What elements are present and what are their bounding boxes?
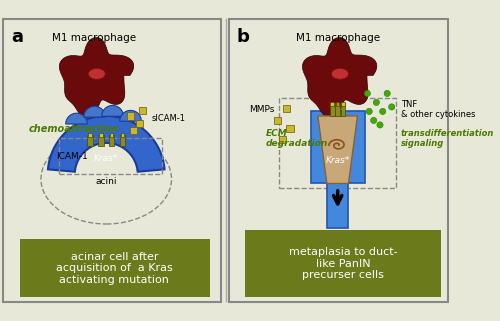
FancyBboxPatch shape <box>336 101 340 106</box>
FancyBboxPatch shape <box>341 103 345 116</box>
FancyBboxPatch shape <box>99 133 102 137</box>
PathPatch shape <box>48 116 164 172</box>
FancyBboxPatch shape <box>98 135 103 146</box>
Text: a: a <box>11 28 23 46</box>
Wedge shape <box>66 113 88 124</box>
Text: chemoattraction: chemoattraction <box>29 125 120 134</box>
Ellipse shape <box>88 68 106 79</box>
FancyBboxPatch shape <box>286 125 294 132</box>
FancyBboxPatch shape <box>282 105 290 112</box>
Circle shape <box>388 104 395 110</box>
FancyBboxPatch shape <box>138 107 146 114</box>
FancyBboxPatch shape <box>279 136 286 143</box>
Circle shape <box>366 108 372 115</box>
PathPatch shape <box>310 111 364 229</box>
FancyBboxPatch shape <box>109 135 114 146</box>
Text: acini: acini <box>96 177 117 186</box>
FancyBboxPatch shape <box>330 101 334 106</box>
FancyBboxPatch shape <box>228 19 448 302</box>
Text: ECM
degradation: ECM degradation <box>266 129 328 148</box>
Circle shape <box>364 90 370 97</box>
PathPatch shape <box>318 116 358 184</box>
Circle shape <box>384 90 390 97</box>
Text: transdifferentiation
signaling: transdifferentiation signaling <box>400 129 494 148</box>
FancyBboxPatch shape <box>120 135 125 146</box>
Wedge shape <box>84 106 106 117</box>
Ellipse shape <box>332 68 348 79</box>
FancyBboxPatch shape <box>127 112 134 119</box>
FancyBboxPatch shape <box>20 239 210 297</box>
FancyBboxPatch shape <box>245 230 441 297</box>
Circle shape <box>377 122 383 128</box>
Circle shape <box>370 117 377 124</box>
Polygon shape <box>60 38 134 117</box>
Polygon shape <box>302 38 377 117</box>
Text: acinar cell after
acquisition of  a Kras
activating mutation: acinar cell after acquisition of a Kras … <box>56 252 172 285</box>
FancyBboxPatch shape <box>2 19 220 302</box>
Circle shape <box>373 99 380 106</box>
Circle shape <box>380 108 386 115</box>
Wedge shape <box>120 110 142 121</box>
Text: b: b <box>237 28 250 46</box>
Text: M1 macrophage: M1 macrophage <box>52 33 136 43</box>
Text: sICAM-1: sICAM-1 <box>152 114 186 123</box>
Wedge shape <box>102 106 124 116</box>
FancyBboxPatch shape <box>88 135 92 146</box>
Text: ICAM-1: ICAM-1 <box>56 152 88 161</box>
FancyBboxPatch shape <box>136 119 143 127</box>
Text: TNF
& other cytokines: TNF & other cytokines <box>400 100 475 119</box>
Text: M1 macrophage: M1 macrophage <box>296 33 380 43</box>
Text: Kras*: Kras* <box>326 156 350 165</box>
Text: MMPs: MMPs <box>250 105 274 114</box>
Text: Kras*: Kras* <box>94 154 118 163</box>
FancyBboxPatch shape <box>130 127 137 134</box>
FancyBboxPatch shape <box>336 103 340 116</box>
FancyBboxPatch shape <box>88 133 92 137</box>
FancyBboxPatch shape <box>342 101 345 106</box>
FancyBboxPatch shape <box>120 133 124 137</box>
FancyBboxPatch shape <box>110 133 114 137</box>
FancyBboxPatch shape <box>274 117 281 124</box>
Text: metaplasia to duct-
like PanIN
precurser cells: metaplasia to duct- like PanIN precurser… <box>289 247 398 280</box>
FancyBboxPatch shape <box>330 103 334 116</box>
